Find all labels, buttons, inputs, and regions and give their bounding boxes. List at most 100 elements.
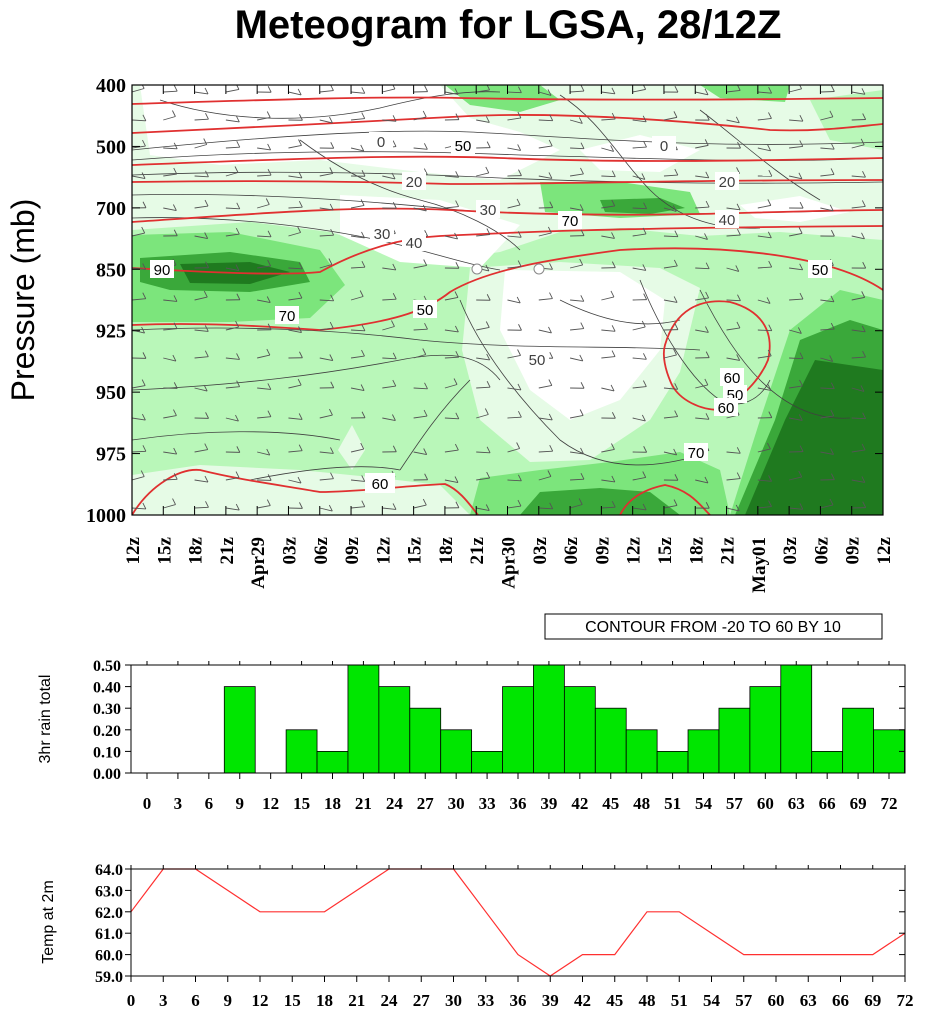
wind-barb [789,417,803,421]
wind-barb [163,478,178,481]
temp-xtick-label: 12 [252,991,269,1010]
wind-barb-flag [142,139,146,147]
wind-barb-flag [643,293,648,300]
wind-barb [663,174,678,177]
wind-barb-flag [735,116,740,124]
wind-barb [570,90,584,93]
wind-barb-flag [453,378,458,385]
wind-barb-flag [735,504,740,512]
wind-barb [350,448,364,453]
wind-barb [350,355,365,359]
contour-label-bg [808,260,832,278]
wind-barb [851,296,865,301]
wind-barb-flag [768,500,772,507]
wind-barb [225,477,240,481]
temp-xtick-label: 3 [159,991,168,1010]
wind-barb [194,449,208,453]
rain-bar [502,686,534,774]
wind-barb-flag [580,447,584,455]
wind-barb-flag [799,85,803,90]
wind-barb-flag [705,351,710,358]
wind-barb [132,385,146,389]
time-tick-label: 03z [279,536,300,564]
wind-barb-flag [862,171,866,178]
wind-barb [319,478,334,481]
wind-barb-flag [423,143,428,150]
wind-barb-flag [894,142,897,148]
rain-bar [656,751,689,774]
wind-barb-flag [424,230,429,237]
wind-barb [132,232,145,237]
wind-barb-flag [424,473,429,480]
rh-contour [132,247,883,331]
wind-barb [319,414,333,419]
wind-barb [507,235,522,238]
wind-barb [538,450,553,453]
wind-barb [538,232,552,237]
wind-barb-flag [641,173,646,180]
wind-barb-flag [642,471,647,478]
wind-barb-flag [361,170,366,177]
wind-barb-flag [392,140,397,147]
rain-axes: 0.000.100.200.300.400.500 3 6 9 12 15 18 21 24 27… [93,658,905,813]
wind-barb-flag [611,475,616,483]
rain-xtick-label: 27 [417,794,435,813]
wind-barb-flag [548,172,553,179]
wind-barb-flag [485,116,490,123]
wind-barb [726,478,741,481]
wind-barb-flag [204,199,209,207]
wind-barb [288,329,302,333]
wind-barb-flag [894,228,897,234]
wind-barb-flag [173,322,178,329]
fill-upper-white-4 [740,196,850,222]
wind-barb-flag [674,410,679,417]
chart-title: Meteogram for LGSA, 28/12Z [235,3,782,47]
temp-ytick-label: 60.0 [95,948,123,965]
wind-barb-flag [799,201,804,209]
rain-xtick-label: 57 [726,794,744,813]
temp-xtick-label: 72 [897,991,914,1010]
wind-barb-flag [141,172,146,179]
wind-barb [194,329,209,332]
wind-barb-flag [517,410,522,418]
rain-xtick-label: 60 [757,794,774,813]
wind-barb [288,450,303,453]
rain-ytick-label: 0.10 [93,744,121,761]
wind-barb-flag [392,263,397,271]
wind-barb [225,233,240,237]
rain-ytick-label: 0.30 [93,701,121,718]
contour-label-bg [476,200,500,218]
temp-xtick-label: 66 [832,991,849,1010]
wind-barb-flag [361,112,366,119]
rain-xtick-label: 9 [236,794,245,813]
wind-barb [820,328,835,331]
wind-barb [632,417,646,422]
wind-barb-flag [298,444,303,451]
wind-barb-flag [860,138,865,146]
rain-xtick-label: 72 [881,794,898,813]
wind-barb-flag [484,408,489,415]
temp-ytick-label: 64.0 [95,862,123,879]
time-tick-label: 03z [530,536,551,564]
wind-barb [163,415,177,419]
wind-barb-flag [611,350,616,357]
wind-barb-flag [486,228,491,235]
wind-barb-flag [736,354,741,361]
wind-barb-flag [861,291,866,298]
wind-barb [444,297,459,301]
wind-barb [350,387,365,391]
contour-label-bg [684,443,708,461]
wind-barb [601,356,616,359]
rain-xtick-label: 39 [540,794,557,813]
wind-barb [726,507,740,512]
wind-barb-flag [299,502,303,509]
wind-barb [476,357,490,361]
wind-barb [257,204,270,209]
wind-barb-flag [579,409,584,416]
pressure-tick-label: 975 [96,444,126,466]
wind-barb [632,146,647,149]
wind-barb-flag [611,112,616,120]
wind-barb [507,448,520,453]
wind-barb [319,207,334,211]
wind-barb-flag [893,265,896,271]
